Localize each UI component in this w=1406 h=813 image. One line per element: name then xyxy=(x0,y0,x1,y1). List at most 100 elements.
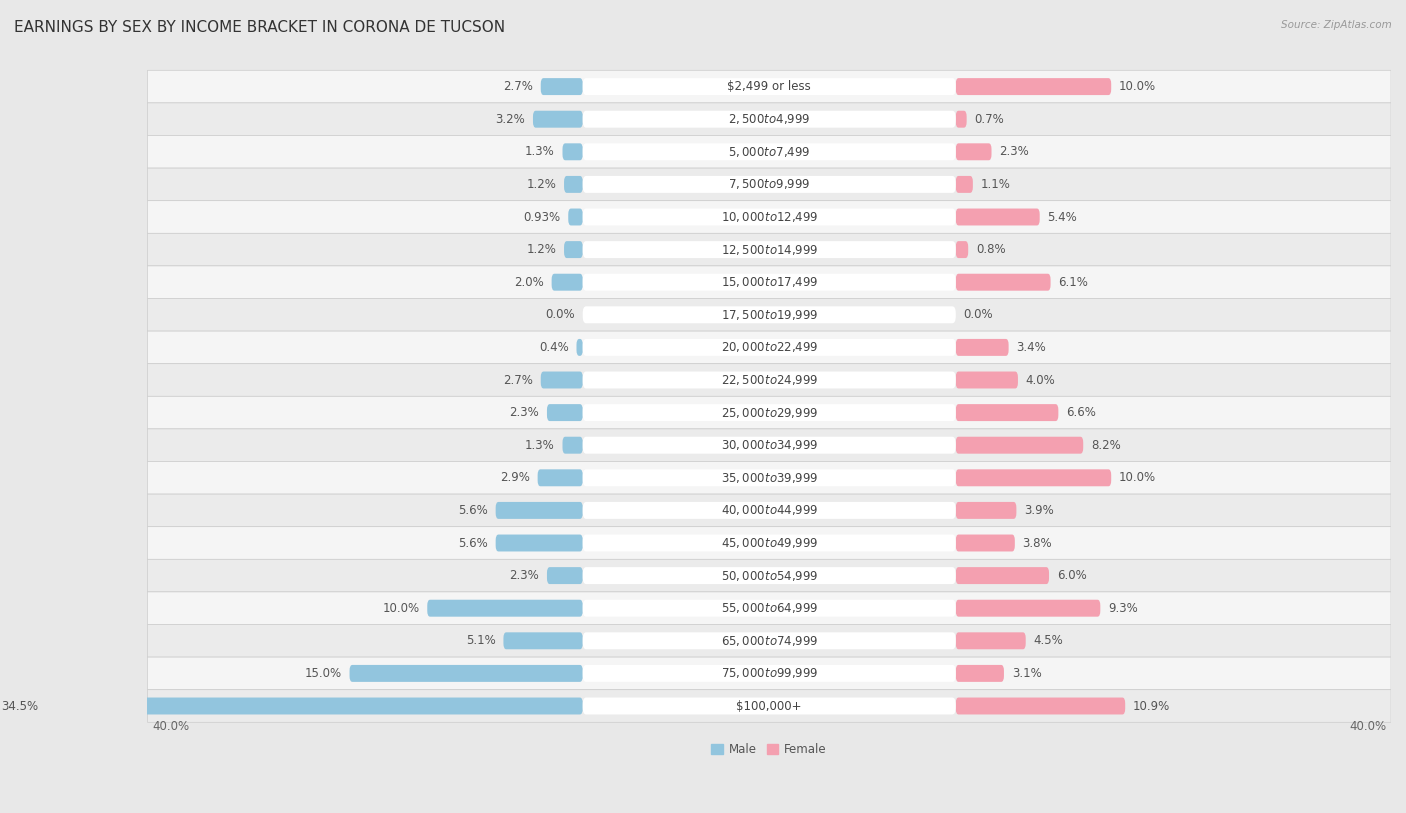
Text: 2.7%: 2.7% xyxy=(503,80,533,93)
FancyBboxPatch shape xyxy=(956,502,1017,519)
FancyBboxPatch shape xyxy=(582,469,956,486)
Text: $30,000 to $34,999: $30,000 to $34,999 xyxy=(720,438,818,452)
FancyBboxPatch shape xyxy=(956,567,1049,584)
FancyBboxPatch shape xyxy=(350,665,582,682)
Text: 0.93%: 0.93% xyxy=(523,211,561,224)
FancyBboxPatch shape xyxy=(582,208,956,225)
FancyBboxPatch shape xyxy=(582,274,956,291)
Text: 2.0%: 2.0% xyxy=(515,276,544,289)
Text: 3.1%: 3.1% xyxy=(1012,667,1042,680)
Text: 10.9%: 10.9% xyxy=(1133,699,1170,712)
Text: $20,000 to $22,499: $20,000 to $22,499 xyxy=(720,341,818,354)
FancyBboxPatch shape xyxy=(148,168,1391,201)
Text: 5.6%: 5.6% xyxy=(458,504,488,517)
Text: 0.0%: 0.0% xyxy=(963,308,993,321)
FancyBboxPatch shape xyxy=(956,534,1015,551)
FancyBboxPatch shape xyxy=(956,111,967,128)
FancyBboxPatch shape xyxy=(582,78,956,95)
FancyBboxPatch shape xyxy=(956,665,1004,682)
FancyBboxPatch shape xyxy=(956,372,1018,389)
FancyBboxPatch shape xyxy=(148,657,1391,689)
FancyBboxPatch shape xyxy=(148,396,1391,429)
Text: $75,000 to $99,999: $75,000 to $99,999 xyxy=(720,667,818,680)
Text: 15.0%: 15.0% xyxy=(305,667,342,680)
Legend: Male, Female: Male, Female xyxy=(709,739,831,759)
Text: 0.4%: 0.4% xyxy=(538,341,568,354)
Text: $55,000 to $64,999: $55,000 to $64,999 xyxy=(720,601,818,615)
FancyBboxPatch shape xyxy=(148,462,1391,494)
FancyBboxPatch shape xyxy=(582,567,956,584)
FancyBboxPatch shape xyxy=(582,698,956,715)
FancyBboxPatch shape xyxy=(148,201,1391,233)
FancyBboxPatch shape xyxy=(427,600,582,617)
FancyBboxPatch shape xyxy=(564,241,582,258)
Text: 34.5%: 34.5% xyxy=(1,699,38,712)
Text: 5.6%: 5.6% xyxy=(458,537,488,550)
FancyBboxPatch shape xyxy=(148,103,1391,136)
FancyBboxPatch shape xyxy=(148,266,1391,298)
FancyBboxPatch shape xyxy=(582,307,956,324)
Text: 0.7%: 0.7% xyxy=(974,113,1004,126)
FancyBboxPatch shape xyxy=(582,600,956,617)
Text: 10.0%: 10.0% xyxy=(1119,80,1156,93)
Text: 4.0%: 4.0% xyxy=(1026,373,1056,386)
FancyBboxPatch shape xyxy=(148,429,1391,462)
FancyBboxPatch shape xyxy=(582,665,956,682)
FancyBboxPatch shape xyxy=(582,633,956,650)
FancyBboxPatch shape xyxy=(148,592,1391,624)
FancyBboxPatch shape xyxy=(956,437,1083,454)
Text: 0.8%: 0.8% xyxy=(976,243,1005,256)
Text: 9.3%: 9.3% xyxy=(1108,602,1137,615)
FancyBboxPatch shape xyxy=(582,437,956,454)
FancyBboxPatch shape xyxy=(503,633,582,650)
FancyBboxPatch shape xyxy=(582,502,956,519)
FancyBboxPatch shape xyxy=(582,111,956,128)
Text: 8.2%: 8.2% xyxy=(1091,439,1121,452)
FancyBboxPatch shape xyxy=(582,143,956,160)
Text: $50,000 to $54,999: $50,000 to $54,999 xyxy=(720,568,818,583)
Text: 3.2%: 3.2% xyxy=(495,113,526,126)
FancyBboxPatch shape xyxy=(541,78,582,95)
FancyBboxPatch shape xyxy=(496,534,582,551)
Text: $40,000 to $44,999: $40,000 to $44,999 xyxy=(720,503,818,517)
FancyBboxPatch shape xyxy=(582,176,956,193)
FancyBboxPatch shape xyxy=(551,274,582,291)
Text: $10,000 to $12,499: $10,000 to $12,499 xyxy=(720,210,818,224)
FancyBboxPatch shape xyxy=(956,698,1125,715)
FancyBboxPatch shape xyxy=(956,274,1050,291)
FancyBboxPatch shape xyxy=(956,339,1008,356)
Text: $35,000 to $39,999: $35,000 to $39,999 xyxy=(720,471,818,485)
FancyBboxPatch shape xyxy=(533,111,582,128)
FancyBboxPatch shape xyxy=(956,633,1026,650)
FancyBboxPatch shape xyxy=(582,372,956,389)
Text: 2.3%: 2.3% xyxy=(1000,146,1029,159)
Text: 3.8%: 3.8% xyxy=(1022,537,1052,550)
FancyBboxPatch shape xyxy=(148,624,1391,657)
FancyBboxPatch shape xyxy=(956,469,1111,486)
Text: $45,000 to $49,999: $45,000 to $49,999 xyxy=(720,536,818,550)
FancyBboxPatch shape xyxy=(956,208,1039,225)
FancyBboxPatch shape xyxy=(541,372,582,389)
Text: 3.4%: 3.4% xyxy=(1017,341,1046,354)
Text: 5.1%: 5.1% xyxy=(465,634,496,647)
Text: 3.9%: 3.9% xyxy=(1024,504,1054,517)
Text: 40.0%: 40.0% xyxy=(152,720,190,733)
Text: $5,000 to $7,499: $5,000 to $7,499 xyxy=(728,145,810,159)
Text: 2.3%: 2.3% xyxy=(509,406,538,419)
FancyBboxPatch shape xyxy=(582,241,956,258)
FancyBboxPatch shape xyxy=(562,437,582,454)
FancyBboxPatch shape xyxy=(547,567,582,584)
Text: $25,000 to $29,999: $25,000 to $29,999 xyxy=(721,406,818,420)
FancyBboxPatch shape xyxy=(576,339,582,356)
FancyBboxPatch shape xyxy=(568,208,582,225)
FancyBboxPatch shape xyxy=(148,559,1391,592)
Text: 1.2%: 1.2% xyxy=(526,243,557,256)
Text: $7,500 to $9,999: $7,500 to $9,999 xyxy=(728,177,810,191)
Text: 4.5%: 4.5% xyxy=(1033,634,1063,647)
FancyBboxPatch shape xyxy=(537,469,582,486)
FancyBboxPatch shape xyxy=(148,494,1391,527)
FancyBboxPatch shape xyxy=(148,331,1391,363)
FancyBboxPatch shape xyxy=(562,143,582,160)
FancyBboxPatch shape xyxy=(956,176,973,193)
Text: 2.9%: 2.9% xyxy=(501,472,530,485)
